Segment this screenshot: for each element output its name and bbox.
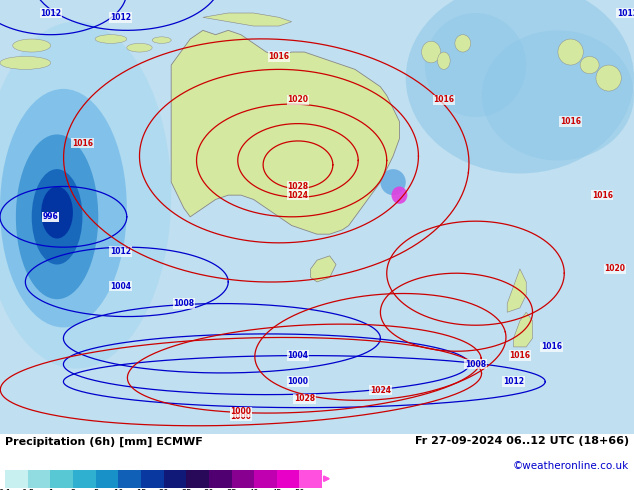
Text: 20: 20 — [158, 489, 169, 490]
Ellipse shape — [422, 41, 441, 63]
Text: 1028: 1028 — [294, 394, 315, 403]
Ellipse shape — [391, 187, 408, 204]
Polygon shape — [311, 256, 336, 282]
Text: 1024: 1024 — [370, 386, 391, 395]
Ellipse shape — [0, 56, 51, 70]
Text: 1016: 1016 — [72, 139, 93, 147]
Text: Fr 27-09-2024 06..12 UTC (18+66): Fr 27-09-2024 06..12 UTC (18+66) — [415, 437, 629, 446]
Text: 1008: 1008 — [465, 360, 486, 369]
Text: 1: 1 — [48, 489, 53, 490]
Text: Precipitation (6h) [mm] ECMWF: Precipitation (6h) [mm] ECMWF — [5, 437, 203, 447]
Bar — [164, 470, 186, 488]
Text: 15: 15 — [136, 489, 146, 490]
Ellipse shape — [425, 13, 526, 117]
Bar — [231, 470, 254, 488]
Polygon shape — [507, 269, 526, 312]
Text: 1012: 1012 — [503, 377, 524, 386]
Bar — [28, 470, 50, 488]
Bar — [119, 470, 141, 488]
Ellipse shape — [0, 89, 127, 327]
Bar — [277, 470, 299, 488]
Text: 10: 10 — [113, 489, 124, 490]
Text: 1024: 1024 — [287, 191, 309, 199]
Ellipse shape — [437, 52, 450, 70]
Ellipse shape — [455, 35, 470, 52]
Ellipse shape — [596, 65, 621, 91]
Text: 35: 35 — [226, 489, 237, 490]
Ellipse shape — [95, 35, 127, 44]
Bar — [73, 470, 96, 488]
Ellipse shape — [41, 187, 73, 239]
Text: 1004: 1004 — [110, 282, 131, 291]
Text: 1000: 1000 — [287, 377, 309, 386]
Text: 25: 25 — [181, 489, 191, 490]
Text: 1016: 1016 — [433, 95, 455, 104]
Text: 1016: 1016 — [560, 117, 581, 126]
Bar — [141, 470, 164, 488]
Ellipse shape — [16, 134, 98, 299]
Text: 1012: 1012 — [110, 247, 131, 256]
Text: 40: 40 — [249, 489, 259, 490]
Text: 45: 45 — [271, 489, 282, 490]
Text: 1016: 1016 — [541, 343, 562, 351]
Text: 1016: 1016 — [509, 351, 531, 360]
Polygon shape — [203, 13, 292, 26]
Text: 5: 5 — [93, 489, 98, 490]
Text: 996: 996 — [43, 212, 58, 221]
Ellipse shape — [558, 39, 583, 65]
Text: 1028: 1028 — [287, 182, 309, 191]
Ellipse shape — [32, 169, 82, 265]
Text: 1000: 1000 — [230, 412, 252, 421]
Bar — [96, 470, 119, 488]
Text: 1020: 1020 — [604, 265, 626, 273]
Text: 1000: 1000 — [230, 408, 252, 416]
Polygon shape — [171, 30, 399, 234]
Ellipse shape — [482, 30, 634, 160]
Text: 0.1: 0.1 — [0, 489, 11, 490]
Ellipse shape — [0, 22, 171, 368]
Text: 1016: 1016 — [268, 52, 290, 61]
Text: 996: 996 — [43, 212, 58, 221]
Ellipse shape — [152, 37, 171, 44]
Bar — [254, 470, 277, 488]
Text: 0.5: 0.5 — [21, 489, 34, 490]
Text: 1016: 1016 — [592, 191, 613, 199]
Text: 1004: 1004 — [287, 351, 309, 360]
Ellipse shape — [406, 0, 634, 173]
Bar — [5, 470, 28, 488]
Text: 1012: 1012 — [40, 8, 61, 18]
Bar — [50, 470, 73, 488]
Bar — [299, 470, 322, 488]
Text: ©weatheronline.co.uk: ©weatheronline.co.uk — [513, 461, 629, 471]
Ellipse shape — [127, 44, 152, 52]
Ellipse shape — [13, 39, 51, 52]
Ellipse shape — [580, 56, 599, 74]
Bar — [186, 470, 209, 488]
Text: 1020: 1020 — [287, 95, 309, 104]
Text: 1008: 1008 — [173, 299, 195, 308]
Text: 2: 2 — [70, 489, 75, 490]
Polygon shape — [514, 312, 533, 347]
Text: 30: 30 — [204, 489, 214, 490]
Bar — [209, 470, 231, 488]
Text: 50: 50 — [294, 489, 305, 490]
Text: 1012: 1012 — [617, 8, 634, 18]
Ellipse shape — [380, 169, 406, 195]
Text: 1012: 1012 — [110, 13, 131, 22]
